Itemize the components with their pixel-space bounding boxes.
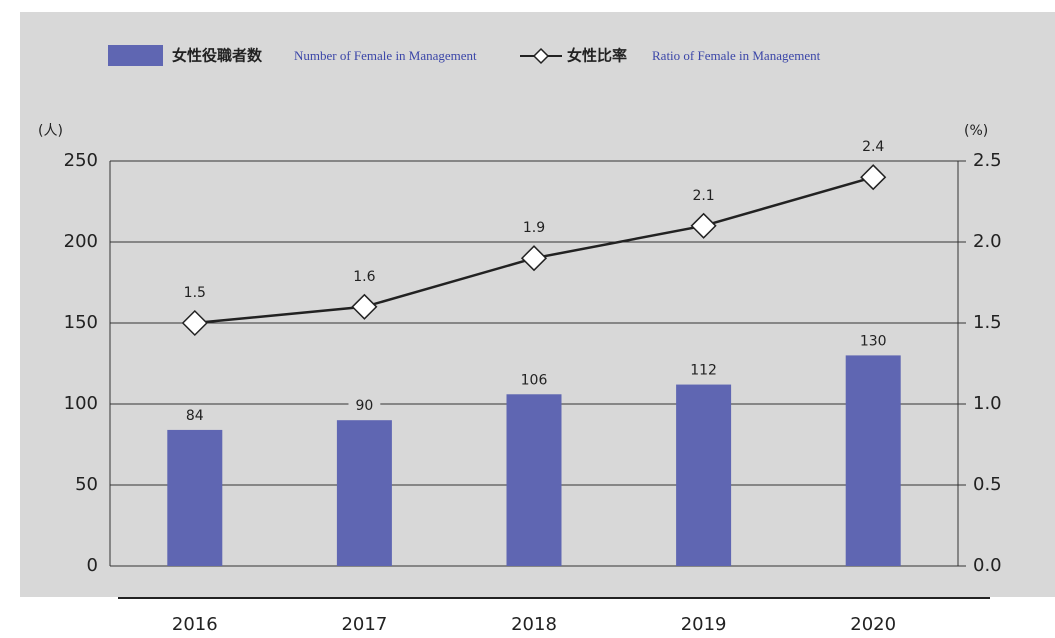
y2-tick-label: 1.0 (973, 393, 1002, 414)
bar (167, 429, 223, 566)
label-bg (683, 360, 724, 381)
data-label: 84 (186, 408, 204, 424)
label-bg (513, 370, 555, 391)
y-tick-label: 150 (64, 312, 98, 333)
label-bg (685, 185, 722, 206)
bar (676, 384, 732, 566)
data-label: 130 (860, 333, 887, 349)
y-axis-label: (人) (38, 123, 63, 139)
marker (860, 164, 887, 191)
label-bg (852, 331, 894, 352)
x-tick-label: 2017 (341, 614, 387, 634)
y2-tick-label: 1.5 (973, 312, 1002, 333)
data-label: 106 (521, 372, 548, 388)
label-bg (178, 405, 211, 426)
y-tick-label: 0 (87, 555, 98, 576)
bar (336, 420, 392, 566)
legend-label-en: Ratio of Female in Management (652, 48, 821, 63)
legend-label-en: Number of Female in Management (294, 48, 477, 63)
data-label: 2.4 (862, 139, 884, 155)
y2-axis-label: (%) (964, 123, 988, 139)
y2-tick-label: 2.5 (973, 150, 1002, 171)
label-bg (855, 137, 892, 158)
y-tick-label: 200 (64, 231, 98, 252)
y-tick-label: 250 (64, 150, 98, 171)
data-label: 1.9 (523, 220, 545, 236)
legend-swatch-bar (108, 45, 163, 66)
x-tick-label: 2018 (511, 614, 557, 634)
legend-label: 女性比率 (567, 47, 627, 65)
label-bg (348, 396, 381, 417)
label-bg (346, 266, 383, 287)
marker (351, 293, 378, 320)
y2-tick-label: 0.5 (973, 474, 1002, 495)
label-bg (176, 283, 213, 303)
bar (845, 355, 901, 566)
y2-tick-label: 0.0 (973, 555, 1002, 576)
x-tick-label: 2016 (172, 614, 218, 634)
data-label: 1.6 (353, 269, 375, 285)
y-tick-label: 50 (75, 474, 98, 495)
marker (181, 309, 208, 337)
bar (506, 394, 562, 566)
data-label: 90 (355, 398, 373, 414)
y2-tick-label: 2.0 (973, 231, 1002, 252)
label-bg (515, 218, 553, 239)
data-label: 2.1 (692, 188, 714, 204)
y-tick-label: 100 (64, 393, 98, 414)
data-label: 1.5 (184, 285, 206, 301)
marker (690, 212, 717, 239)
legend-marker (532, 47, 550, 65)
x-tick-label: 2019 (681, 614, 727, 634)
data-label: 112 (690, 363, 717, 379)
x-tick-label: 2020 (850, 614, 896, 634)
legend-label: 女性役職者数 (172, 47, 263, 65)
marker (520, 245, 548, 272)
